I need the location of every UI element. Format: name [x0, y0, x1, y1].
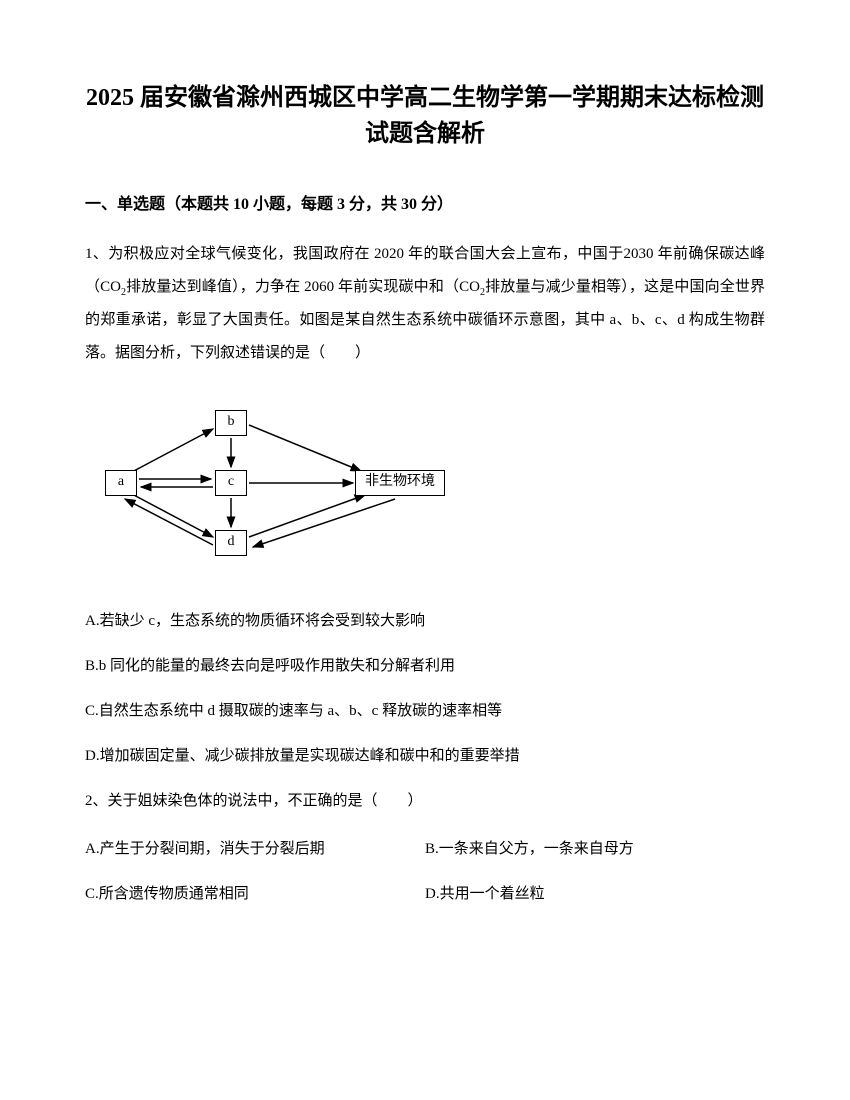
q1-option-b: B.b 同化的能量的最终去向是呼吸作用散失和分解者利用 — [85, 650, 765, 683]
q1-option-c: C.自然生态系统中 d 摄取碳的速率与 a、b、c 释放碳的速率相等 — [85, 695, 765, 728]
node-b: b — [215, 410, 247, 436]
q2-option-row-2: C.所含遗传物质通常相同 D.共用一个着丝粒 — [85, 878, 765, 911]
q2-option-d: D.共用一个着丝粒 — [425, 878, 765, 911]
q1-mid: 排放量达到峰值），力争在 2060 年前实现碳中和（CO — [126, 279, 480, 295]
question-2-text: 2、关于姐妹染色体的说法中，不正确的是（ ） — [85, 785, 765, 818]
q1-option-a: A.若缺少 c，生态系统的物质循环将会受到较大影响 — [85, 605, 765, 638]
node-env: 非生物环境 — [355, 470, 445, 496]
q2-option-row-1: A.产生于分裂间期，消失于分裂后期 B.一条来自父方，一条来自母方 — [85, 833, 765, 866]
node-c: c — [215, 470, 247, 496]
carbon-cycle-diagram: a b c d 非生物环境 — [95, 395, 495, 575]
node-a: a — [105, 470, 137, 496]
question-1-text: 1、为积极应对全球气候变化，我国政府在 2020 年的联合国大会上宣布，中国于2… — [85, 238, 765, 370]
section-header: 一、单选题（本题共 10 小题，每题 3 分，共 30 分） — [85, 192, 765, 218]
document-title: 2025 届安徽省滁州西城区中学高二生物学第一学期期末达标检测试题含解析 — [85, 80, 765, 152]
node-d: d — [215, 530, 247, 556]
q2-option-b: B.一条来自父方，一条来自母方 — [425, 833, 765, 866]
q1-option-d: D.增加碳固定量、减少碳排放量是实现碳达峰和碳中和的重要举措 — [85, 740, 765, 773]
q2-option-c: C.所含遗传物质通常相同 — [85, 878, 425, 911]
q2-option-a: A.产生于分裂间期，消失于分裂后期 — [85, 833, 425, 866]
